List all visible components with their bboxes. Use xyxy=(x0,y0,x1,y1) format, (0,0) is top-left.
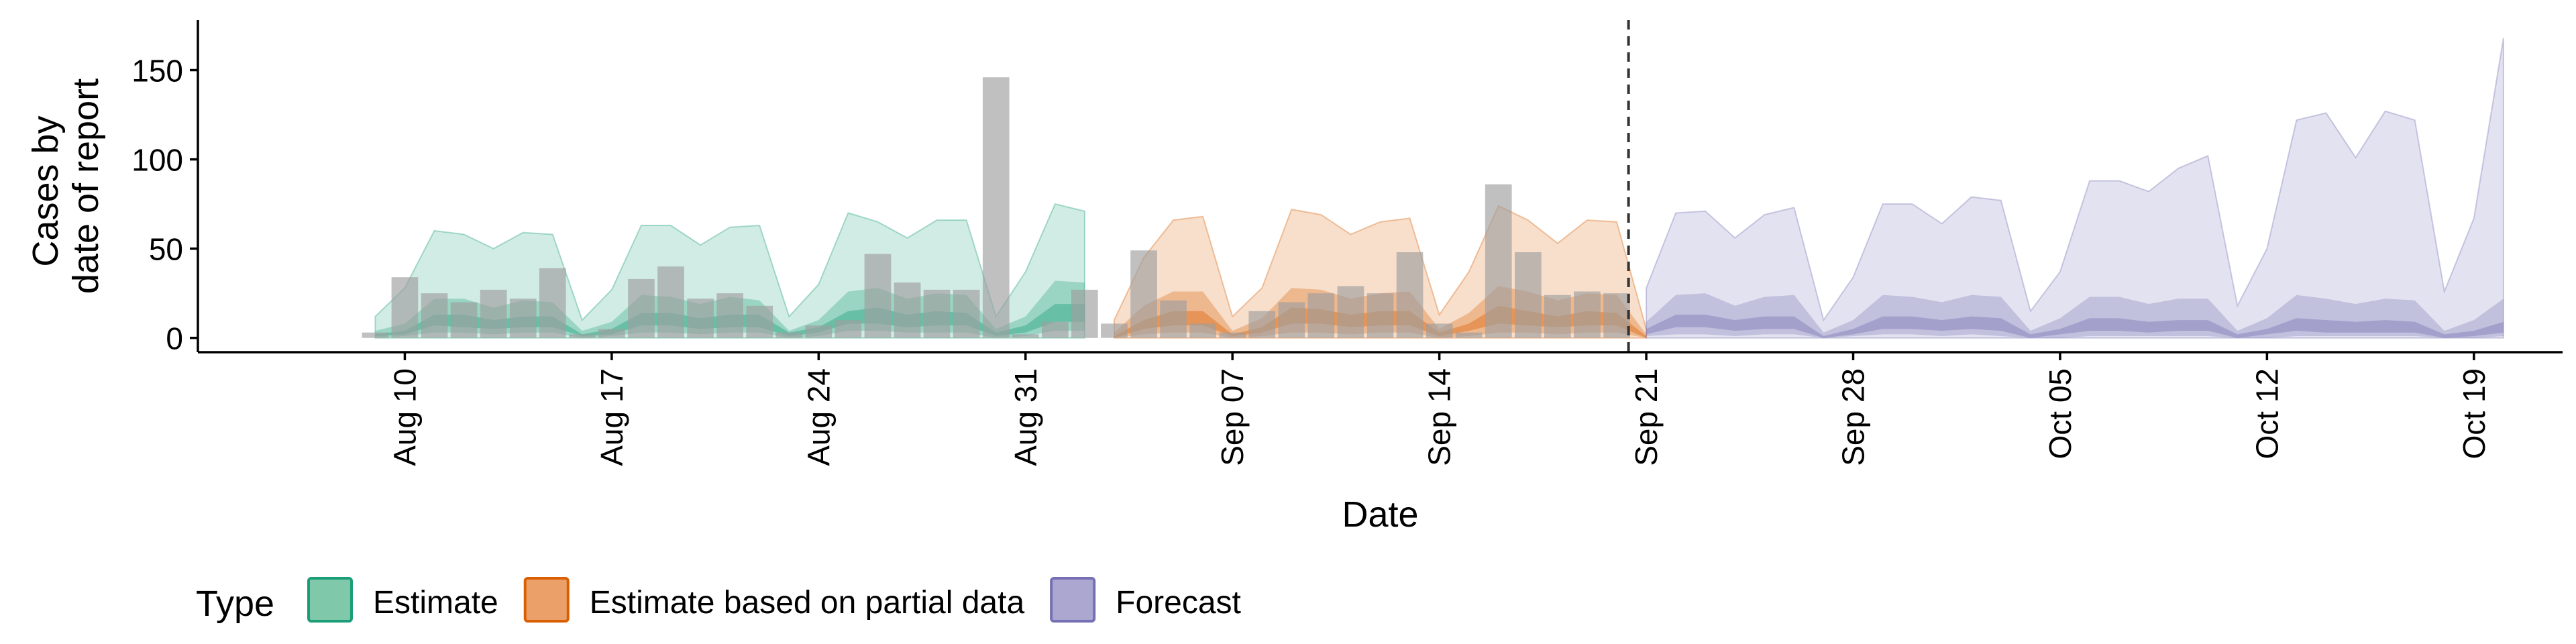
legend-items: Estimate Estimate based on partial data Fo… xyxy=(307,577,1241,623)
reported-cases-bar xyxy=(746,305,773,338)
reported-cases-bar xyxy=(480,289,507,338)
y-axis-label: Cases by date of report xyxy=(25,78,106,294)
reported-cases-bar xyxy=(569,334,596,338)
reported-cases-bar xyxy=(1455,332,1483,338)
x-tick-label: Aug 24 xyxy=(801,368,836,466)
legend-item-1: Estimate xyxy=(307,577,498,623)
x-tick-label: Sep 14 xyxy=(1422,368,1457,466)
y-tick-label: 50 xyxy=(149,232,183,267)
x-tick-label: Sep 21 xyxy=(1629,368,1664,466)
y-tick-label: 150 xyxy=(131,54,183,89)
x-tick-label: Aug 17 xyxy=(594,368,629,466)
legend-swatch xyxy=(307,577,353,623)
reported-cases-bar xyxy=(391,277,419,338)
x-tick-label: Oct 12 xyxy=(2249,368,2284,460)
reported-cases-bar xyxy=(1544,294,1571,338)
reported-cases-bar xyxy=(864,254,892,338)
reported-cases-bar xyxy=(1307,293,1335,338)
forecast-band-20 xyxy=(1646,315,2504,338)
reported-cases-bar xyxy=(1515,252,1542,338)
reported-cases-bar xyxy=(657,266,684,338)
reported-cases-bar xyxy=(1366,293,1394,338)
reported-cases-bar xyxy=(1337,286,1364,338)
reported-cases-bar xyxy=(687,299,714,338)
reported-cases-bar xyxy=(1278,302,1305,338)
forecast-band-50 xyxy=(1646,293,2504,338)
reported-cases-bar xyxy=(1396,252,1424,338)
y-tick-label: 100 xyxy=(131,143,183,178)
legend-swatch xyxy=(523,577,570,623)
reported-cases-bar xyxy=(539,268,566,338)
x-tick-label: Sep 07 xyxy=(1215,368,1250,466)
legend-label: Forecast xyxy=(1116,585,1241,621)
plot-area: 0 50 100 150 Aug 10 Aug 17 Aug 24 Aug 31 Sep 07… xyxy=(131,20,2563,466)
reported-cases-bar xyxy=(1012,334,1039,338)
reported-cases-bar xyxy=(805,325,833,338)
x-axis-ticks: Aug 10 Aug 17 Aug 24 Aug 31 Sep 07 Sep 14 Sep … xyxy=(387,352,2491,466)
legend-item-3: Forecast xyxy=(1050,577,1241,623)
legend: Type Estimate Estimate based on partial d… xyxy=(196,577,1241,624)
reported-cases-bar xyxy=(1042,321,1069,338)
legend-label: Estimate based on partial data xyxy=(590,585,1025,621)
reported-cases-bar xyxy=(1219,332,1246,338)
y-axis-ticks: 0 50 100 150 xyxy=(131,54,198,356)
x-axis-label: Date xyxy=(1342,494,1418,535)
reported-cases-bar xyxy=(982,77,1010,338)
reported-cases-bar xyxy=(716,293,743,338)
series-layer xyxy=(374,38,2504,339)
reported-cases-bar xyxy=(1248,311,1276,338)
y-axis-label-line-1: Cases by xyxy=(25,115,66,266)
reported-cases-bar xyxy=(775,332,803,338)
reported-cases-bar xyxy=(362,332,389,338)
reported-cases-bar xyxy=(450,302,478,338)
forecast-band-90 xyxy=(1646,38,2504,339)
reported-cases-bar xyxy=(1426,323,1453,338)
reported-cases-bar xyxy=(1603,293,1630,338)
reported-cases-bar xyxy=(1071,289,1098,338)
x-tick-label: Sep 28 xyxy=(1836,368,1871,466)
y-tick-label: 0 xyxy=(166,321,183,356)
legend-label: Estimate xyxy=(373,585,498,621)
reported-cases-bar xyxy=(1101,323,1128,338)
legend-item-2: Estimate based on partial data xyxy=(523,577,1025,623)
reported-cases-bar xyxy=(835,320,862,338)
reported-cases-bar xyxy=(894,282,921,338)
x-tick-label: Aug 10 xyxy=(387,368,422,466)
reported-cases-bars xyxy=(362,77,1630,338)
reported-cases-bar xyxy=(598,329,625,338)
x-tick-label: Aug 31 xyxy=(1008,368,1043,466)
y-axis-label-line-2: date of report xyxy=(66,78,106,294)
reported-cases-bar xyxy=(1130,250,1157,338)
reported-cases-bar xyxy=(953,289,980,338)
reported-cases-bar xyxy=(628,278,655,338)
reported-cases-bar xyxy=(1485,184,1512,338)
reported-cases-bar xyxy=(1160,300,1187,338)
series-forecast xyxy=(1646,38,2504,339)
reported-cases-bar xyxy=(509,299,537,338)
reported-cases-bar xyxy=(923,289,951,338)
reported-cases-bar xyxy=(421,293,448,338)
x-tick-label: Oct 19 xyxy=(2457,368,2491,460)
legend-title: Type xyxy=(196,584,274,624)
reported-cases-bar xyxy=(1574,291,1601,338)
reported-cases-bar xyxy=(1189,323,1216,338)
x-tick-label: Oct 05 xyxy=(2043,368,2078,460)
partial-band-90 xyxy=(1113,205,1648,339)
legend-swatch xyxy=(1050,577,1096,623)
